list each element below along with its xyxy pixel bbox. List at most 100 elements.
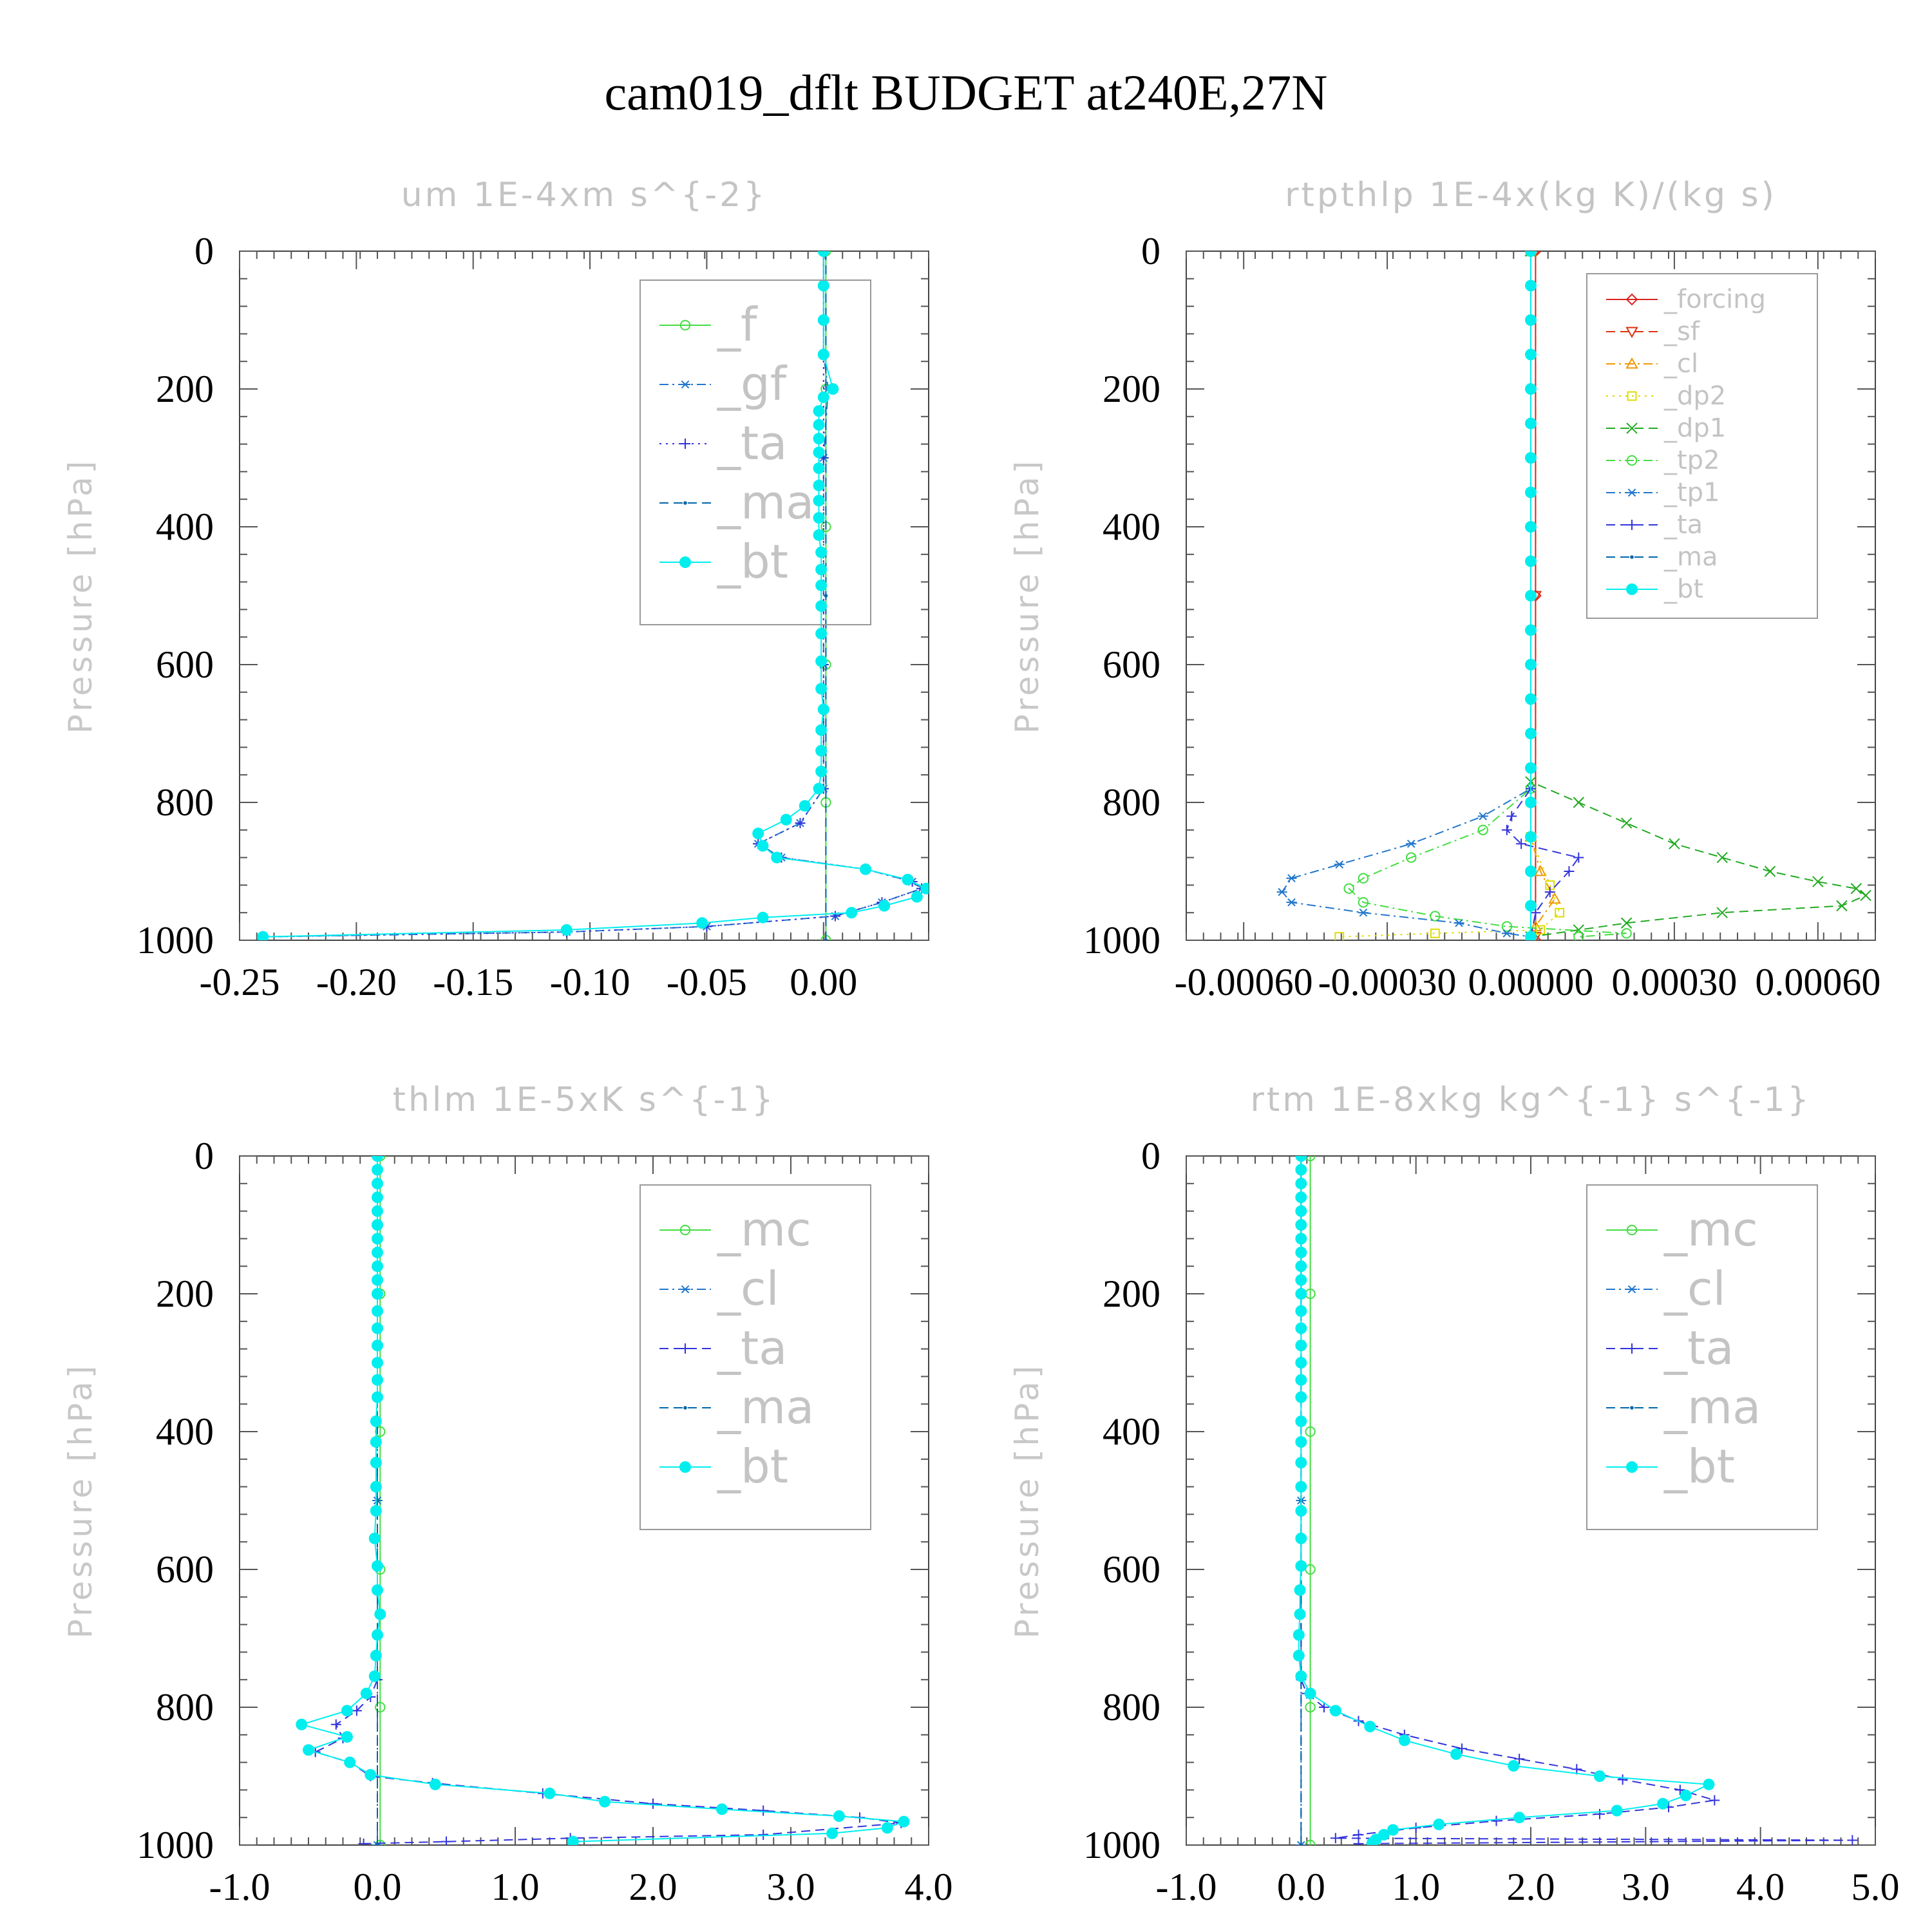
data-point_bt: [1525, 251, 1537, 257]
legend: _forcing _sf _cl_dp2_dp1 _tp2 _tp1 _ta_ma_bt: [1586, 273, 1818, 619]
data-point_bt: [813, 782, 825, 795]
data-point_bt: [817, 314, 829, 326]
data-point_bt: [372, 1391, 383, 1403]
legend-entry: _ta: [717, 1321, 787, 1375]
data-point_bt: [370, 1649, 382, 1662]
data-point_ta: [1506, 811, 1517, 822]
data-point_bt: [372, 1340, 383, 1352]
data-point_bt: [1295, 1340, 1307, 1352]
legend-marker: [1627, 1285, 1637, 1294]
data-point_bt: [1293, 1649, 1305, 1662]
data-point_bt: [1525, 624, 1537, 636]
legend: _f_gf_ta_ma _bt: [639, 279, 871, 625]
data-point_bt: [1295, 1205, 1307, 1217]
legend-entry: _forcing: [1663, 285, 1766, 314]
y-axis-label: Pressure [hPa]: [1009, 458, 1046, 734]
data-point_bt: [257, 931, 269, 940]
data-point_bt: [1295, 1305, 1307, 1317]
data-point_bt: [881, 1822, 893, 1834]
data-point_bt: [815, 600, 828, 612]
data-point_bt: [827, 383, 839, 395]
y-tick-label: 200: [1103, 1273, 1160, 1315]
data-point_bt: [1295, 1436, 1307, 1448]
x-tick-label: -1.0: [1156, 1866, 1217, 1908]
legend-entry: _bt: [717, 1439, 788, 1493]
data-point_dp2: [1334, 932, 1345, 940]
panel-2: rtpthlp 1E-4x(kg K)/(kg s) Pressure [hPa]…: [1009, 176, 1880, 1003]
data-point_tp2: [1477, 824, 1488, 836]
y-tick-label: 1000: [137, 1824, 214, 1866]
legend-marker: [679, 1224, 691, 1236]
data-point_bt: [817, 703, 829, 715]
legend-entry: _dp1: [1663, 413, 1726, 443]
y-tick-label: 1000: [1083, 1824, 1160, 1866]
data-point_bt: [813, 433, 825, 445]
data-point_tp1: [1477, 812, 1488, 820]
series-group: [296, 1156, 910, 1845]
data-point_ma: [824, 594, 828, 598]
data-point_mc: [1305, 1839, 1316, 1845]
data-point_ta: [1709, 1795, 1720, 1806]
data-point_ta: [1571, 1764, 1582, 1775]
data-point_ta: [1516, 838, 1527, 849]
data-point_bt: [1525, 931, 1537, 940]
y-tick-label: 400: [1103, 1410, 1160, 1453]
x-tick-label: 3.0: [1622, 1866, 1670, 1908]
data-point_bt: [813, 495, 825, 507]
legend-box: [1586, 1184, 1818, 1530]
legend-marker: [680, 1285, 690, 1294]
panel-title: thlm 1E-5xK s^{-1}: [393, 1081, 776, 1119]
figure-title: cam019_dflt BUDGET at240E,27N: [605, 64, 1328, 120]
data-point_dp1: [1620, 917, 1633, 929]
data-point_bt: [1295, 1274, 1307, 1286]
data-point_cl: [1534, 864, 1547, 876]
data-point_bt: [1525, 797, 1537, 808]
data-point_bt: [1450, 1748, 1463, 1760]
data-point_ma: [1299, 1843, 1303, 1845]
data-point_dp2: [1430, 928, 1440, 938]
panel-title: um 1E-4xm s^{-2}: [401, 176, 768, 214]
legend-entry: _ma: [1663, 542, 1718, 572]
data-point_bt: [372, 1357, 383, 1368]
legend-box: [1586, 273, 1818, 619]
data-point_bt: [370, 1457, 382, 1469]
y-tick-label: 600: [1103, 643, 1160, 686]
legend-marker: [1625, 357, 1638, 369]
data-point_ta: [330, 1719, 341, 1730]
x-tick-label: 0.00060: [1755, 961, 1880, 1003]
data-point_bt: [815, 564, 828, 576]
y-tick-label: 600: [1103, 1548, 1160, 1591]
x-tick-label: -0.00030: [1318, 961, 1457, 1003]
data-point_bt: [1304, 1687, 1316, 1700]
y-tick-label: 800: [1103, 781, 1160, 824]
x-tick-label: -0.15: [433, 961, 513, 1003]
legend-entry: _tp2: [1663, 446, 1720, 475]
data-point_dp1: [1850, 883, 1862, 895]
panel-title: rtpthlp 1E-4x(kg K)/(kg s): [1285, 176, 1777, 214]
series-group: [257, 251, 929, 940]
data-point_bt: [817, 348, 829, 361]
legend-entry: _bt: [1663, 1439, 1735, 1493]
data-point_bt: [1366, 1837, 1378, 1845]
legend-marker: [1627, 520, 1637, 530]
data-point_bt: [372, 1156, 383, 1162]
data-point_bt: [1294, 1584, 1306, 1596]
data-point_bt: [1611, 1804, 1623, 1817]
data-point_dp1: [1812, 876, 1824, 887]
data-point_ta: [1501, 824, 1512, 835]
data-point_bt: [372, 1288, 383, 1300]
series-line_ta: [313, 1156, 902, 1844]
legend-marker: [1625, 327, 1638, 339]
data-point_bt: [1525, 555, 1537, 567]
legend-marker: [1626, 583, 1638, 595]
data-point_bt: [780, 813, 792, 826]
series-line_dp1: [1530, 251, 1868, 938]
data-point_bt: [1525, 831, 1537, 843]
data-point_tp1: [1454, 918, 1464, 927]
legend-marker: [1630, 1406, 1634, 1410]
legend-entry: _mc: [1663, 1202, 1758, 1256]
y-tick-label: 800: [156, 781, 214, 824]
data-point_bt: [826, 1827, 838, 1839]
data-point_bt: [1525, 314, 1537, 326]
data-point_bt: [813, 405, 825, 417]
